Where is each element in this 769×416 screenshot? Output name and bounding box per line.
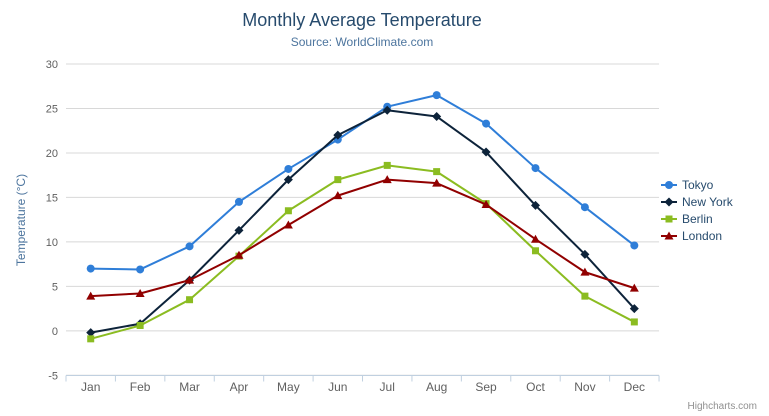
point-london-jun[interactable] [333,191,343,200]
point-berlin-jan[interactable] [87,335,95,343]
point-tokyo-apr[interactable] [234,197,243,206]
x-axis-label: Jan [81,380,100,394]
point-london-mar[interactable] [185,275,195,284]
x-axis-label: Dec [624,380,645,394]
series-line-new-york [89,109,636,334]
point-tokyo-may[interactable] [284,164,293,173]
point-tokyo-nov[interactable] [580,203,589,212]
y-axis-label: 5 [52,281,58,293]
legend-marker-circle-icon [661,181,677,189]
y-axis-label: 25 [46,103,58,115]
point-london-aug[interactable] [432,178,442,187]
point-london-dec[interactable] [629,283,639,292]
point-tokyo-aug[interactable] [432,91,441,100]
legend-item-new-york[interactable]: New York [661,194,733,210]
point-new-york-apr[interactable] [234,225,244,235]
chart-title: Monthly Average Temperature [242,10,482,30]
x-axis-label: May [277,380,300,394]
point-london-sep[interactable] [481,200,491,209]
y-axis-title: Temperature (°C) [14,174,28,266]
legend-item-berlin[interactable]: Berlin [661,211,733,227]
point-new-york-jan[interactable] [86,328,96,338]
point-tokyo-jan[interactable] [86,264,95,273]
legend-item-tokyo[interactable]: Tokyo [661,177,733,193]
point-berlin-jun[interactable] [334,176,342,184]
point-berlin-jul[interactable] [383,161,391,169]
y-axis-label: -5 [48,370,58,382]
series-line-berlin [89,164,636,340]
y-axis-label: 20 [46,148,58,160]
x-axis-label: Nov [574,380,595,394]
point-london-jul[interactable] [382,175,392,184]
y-axis-label: 0 [52,326,58,338]
y-axis-label: 30 [46,59,58,71]
point-london-may[interactable] [283,220,293,229]
legend-label: London [682,229,723,243]
legend-label: Tokyo [682,178,714,192]
x-axis-label: Oct [526,380,545,394]
point-berlin-feb[interactable] [136,321,144,329]
point-new-york-may[interactable] [283,175,293,185]
point-berlin-oct[interactable] [531,247,539,255]
y-axis-label: 10 [46,237,58,249]
point-new-york-nov[interactable] [580,249,590,259]
point-tokyo-sep[interactable] [482,119,491,128]
legend-marker-diamond-icon [661,197,677,207]
x-axis-label: Feb [130,380,151,394]
chart-subtitle: Source: WorldClimate.com [290,35,434,49]
point-london-oct[interactable] [530,234,540,243]
point-new-york-jul[interactable] [382,105,392,115]
legend-label: New York [682,195,733,209]
y-axis-label: 15 [46,192,58,204]
credits-link[interactable]: Highcharts.com [687,401,757,412]
point-london-feb[interactable] [135,288,145,297]
point-berlin-aug[interactable] [433,168,441,176]
point-new-york-aug[interactable] [432,111,442,121]
point-tokyo-oct[interactable] [531,164,540,173]
point-berlin-may[interactable] [284,207,292,215]
point-berlin-nov[interactable] [581,292,589,300]
point-new-york-jun[interactable] [333,130,343,140]
point-london-apr[interactable] [234,250,244,259]
point-london-nov[interactable] [580,267,590,276]
x-axis-label: Mar [179,380,200,394]
series-line-london [89,178,636,298]
point-berlin-dec[interactable] [630,318,638,326]
point-tokyo-dec[interactable] [630,241,639,250]
point-london-jan[interactable] [86,291,96,300]
point-tokyo-feb[interactable] [136,265,145,274]
point-new-york-oct[interactable] [530,200,540,210]
legend-item-london[interactable]: London [661,228,733,244]
legend-label: Berlin [682,212,713,226]
point-berlin-mar[interactable] [186,296,194,304]
x-axis-label: Aug [426,380,447,394]
legend-marker-triangle-icon [661,231,677,240]
point-tokyo-mar[interactable] [185,242,194,251]
x-axis-label: Sep [475,380,497,394]
point-new-york-sep[interactable] [481,147,491,157]
point-new-york-dec[interactable] [629,304,639,314]
x-axis-label: Jun [328,380,347,394]
legend-marker-square-icon [661,215,677,223]
legend: Tokyo New York Berlin London [661,177,733,245]
x-axis-label: Jul [380,380,395,394]
series-line-tokyo [89,94,636,271]
x-axis-label: Apr [230,380,249,394]
export-menu-button[interactable] [727,18,755,44]
